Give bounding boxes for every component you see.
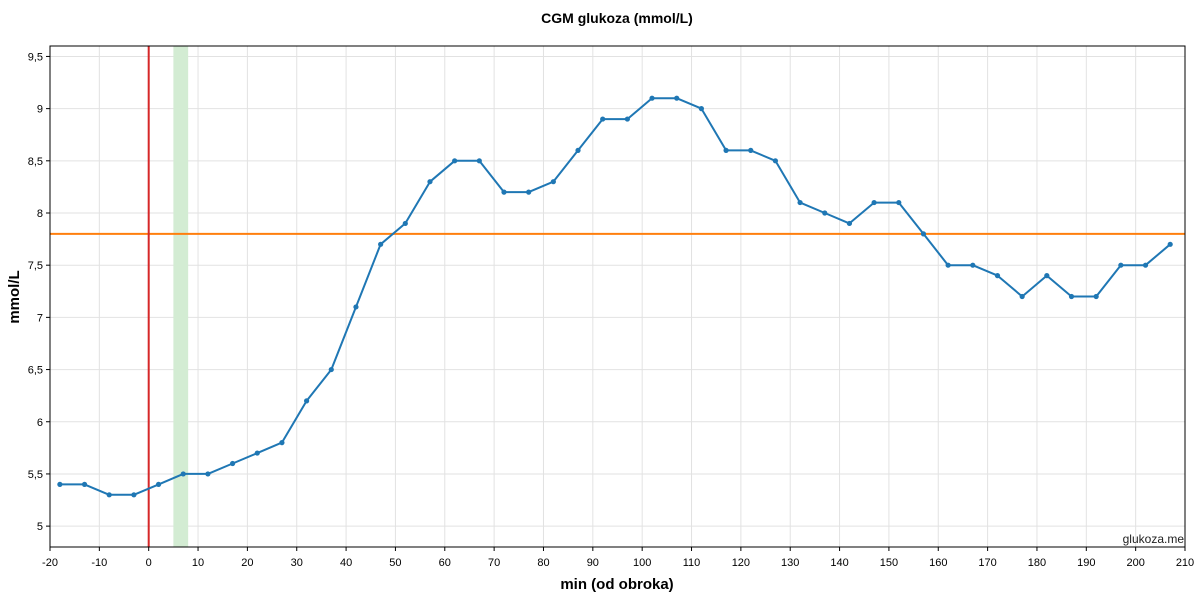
data-point bbox=[378, 241, 384, 247]
y-tick-label: 6,5 bbox=[28, 365, 43, 377]
data-point bbox=[279, 440, 285, 446]
y-tick-label: 5,5 bbox=[28, 469, 43, 481]
data-point bbox=[994, 273, 1001, 279]
data-point bbox=[797, 199, 803, 206]
x-tick-label: 180 bbox=[1028, 557, 1046, 569]
watermark: glukoza.me bbox=[1123, 532, 1185, 546]
data-point bbox=[81, 481, 88, 487]
chart-title: CGM glukoza (mmol/L) bbox=[541, 10, 693, 26]
x-tick-label: 50 bbox=[389, 557, 401, 569]
data-point bbox=[970, 262, 976, 268]
data-point bbox=[846, 220, 853, 227]
data-point bbox=[155, 481, 162, 487]
x-tick-label: 210 bbox=[1176, 557, 1194, 569]
data-point bbox=[501, 189, 507, 195]
data-point bbox=[1068, 293, 1075, 300]
x-tick-label: 0 bbox=[146, 557, 152, 569]
data-point bbox=[748, 147, 754, 153]
data-point bbox=[402, 220, 408, 227]
data-point bbox=[526, 189, 532, 195]
x-tick-label: 80 bbox=[537, 557, 549, 569]
x-tick-label: 120 bbox=[732, 557, 750, 569]
data-point bbox=[427, 179, 433, 185]
data-point bbox=[822, 210, 828, 216]
y-tick-label: 9,5 bbox=[28, 51, 43, 63]
data-point bbox=[550, 179, 556, 185]
x-tick-label: 10 bbox=[192, 557, 204, 569]
x-tick-label: 160 bbox=[929, 557, 947, 569]
data-point bbox=[871, 199, 877, 206]
series-layer bbox=[57, 95, 1173, 498]
data-point bbox=[945, 262, 951, 268]
x-tick-label: -20 bbox=[42, 557, 58, 569]
y-tick-label: 5 bbox=[37, 521, 43, 533]
x-axis-label: min (od obroka) bbox=[560, 576, 673, 593]
data-point bbox=[575, 147, 581, 153]
data-point bbox=[229, 460, 236, 467]
data-point bbox=[896, 199, 902, 206]
y-tick-label: 8,5 bbox=[28, 156, 43, 168]
data-point bbox=[1093, 293, 1099, 300]
x-tick-label: 20 bbox=[241, 557, 253, 569]
data-point bbox=[304, 398, 310, 404]
plot-border bbox=[49, 45, 1186, 548]
x-tick-label: 140 bbox=[830, 557, 848, 569]
series-line bbox=[59, 97, 1171, 496]
data-point bbox=[205, 471, 211, 477]
data-point bbox=[600, 116, 606, 122]
y-tick-label: 9 bbox=[37, 104, 43, 116]
plot-frame bbox=[49, 45, 1186, 548]
x-tick-label: 130 bbox=[781, 557, 799, 569]
x-tick-label: 90 bbox=[587, 557, 599, 569]
data-point bbox=[57, 481, 63, 487]
data-point bbox=[1044, 273, 1050, 279]
y-tick-label: 7 bbox=[37, 312, 43, 324]
x-tick-label: 170 bbox=[978, 557, 996, 569]
x-tick-label: 200 bbox=[1126, 557, 1144, 569]
data-point bbox=[328, 366, 334, 373]
data-point bbox=[649, 95, 655, 101]
shaded-band bbox=[173, 46, 189, 547]
x-tick-label: 70 bbox=[488, 557, 500, 569]
data-point bbox=[106, 492, 112, 498]
data-point bbox=[1142, 262, 1149, 268]
data-point bbox=[723, 147, 729, 153]
data-point bbox=[180, 471, 186, 477]
x-tick-label: 30 bbox=[291, 557, 303, 569]
data-point bbox=[1167, 241, 1173, 247]
x-tick-label: 190 bbox=[1077, 557, 1095, 569]
y-tick-label: 6 bbox=[37, 417, 43, 429]
y-tick-label: 7,5 bbox=[28, 260, 43, 272]
tick-labels: -20 -10 0 10 20 30 40 50 60 70 80 90 100 110 120 130 140… bbox=[28, 51, 1194, 569]
x-tick-label: 40 bbox=[340, 557, 352, 569]
x-tick-label: 110 bbox=[683, 557, 701, 569]
x-tick-label: 100 bbox=[633, 557, 651, 569]
x-tick-label: 150 bbox=[880, 557, 898, 569]
y-tick-label: 8 bbox=[37, 208, 43, 220]
data-point bbox=[353, 304, 359, 310]
data-point bbox=[254, 450, 260, 456]
data-point bbox=[476, 158, 482, 164]
data-point bbox=[1019, 293, 1025, 300]
reference-lines bbox=[50, 46, 1185, 547]
data-point bbox=[1118, 262, 1124, 268]
y-axis-label: mmol/L bbox=[6, 270, 23, 323]
x-tick-label: -10 bbox=[91, 557, 107, 569]
data-point bbox=[624, 116, 630, 122]
x-tick-label: 60 bbox=[439, 557, 451, 569]
shaded-band-layer bbox=[173, 46, 189, 547]
data-point bbox=[674, 95, 680, 101]
data-point bbox=[131, 492, 137, 498]
data-point bbox=[698, 106, 704, 112]
data-point bbox=[772, 158, 779, 164]
data-point bbox=[452, 158, 458, 164]
data-point bbox=[920, 231, 927, 237]
